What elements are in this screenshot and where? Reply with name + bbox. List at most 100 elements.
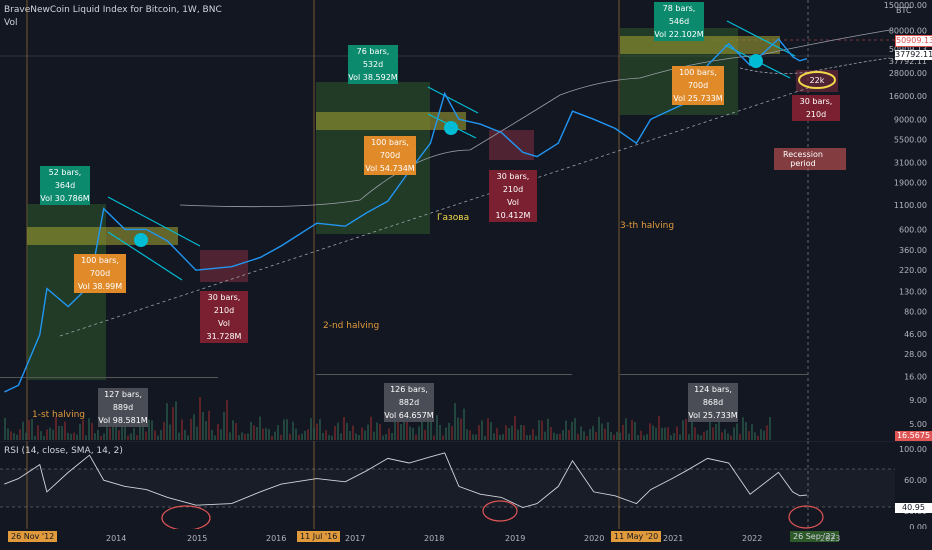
volume-bar <box>118 430 120 440</box>
volume-bar <box>73 432 75 440</box>
volume-bar <box>640 430 642 440</box>
volume-bar <box>364 430 366 440</box>
info-box-12: 124 bars, 868d Vol 25.733M <box>688 383 738 422</box>
info-box-6: 100 bars, 700d Vol 54.734M <box>364 136 416 175</box>
volume-bar <box>259 416 261 440</box>
x-tick-label: 2018 <box>424 534 445 543</box>
volume-bar <box>415 434 417 440</box>
volume-bar <box>346 422 348 440</box>
volume-bar <box>526 435 528 440</box>
volume-bar <box>703 431 705 440</box>
volume-bar <box>694 427 696 440</box>
volume-bar <box>592 425 594 440</box>
x-tick-label: 11 May '20 <box>611 531 662 542</box>
volume-bar <box>700 435 702 440</box>
volume-bar <box>277 425 279 440</box>
volume-bar <box>646 434 648 440</box>
volume-bar <box>442 435 444 440</box>
info-box-7: 30 bars, 210d Vol 10.412M <box>489 170 537 222</box>
volume-bar <box>133 427 135 440</box>
volume-bar <box>385 434 387 440</box>
volume-bar <box>232 420 234 440</box>
y-tick-label: 5.00 <box>909 420 927 429</box>
info-box-9: 78 bars, 546d Vol 22.102M <box>654 2 704 41</box>
price-tag-b: 37792.11 <box>895 50 932 60</box>
volume-bar <box>361 427 363 440</box>
volume-bar <box>226 400 228 440</box>
volume-bar <box>604 428 606 440</box>
info-box-4: 127 bars, 889d Vol 98.581M <box>98 388 148 427</box>
y-tick-label: 130.00 <box>899 288 927 297</box>
volume-bar <box>289 433 291 440</box>
volume-bar <box>10 431 12 440</box>
volume-bar <box>742 417 744 440</box>
volume-bar <box>379 423 381 440</box>
volume-bar <box>280 434 282 440</box>
volume-bar <box>190 418 192 440</box>
x-tick-label: 26 Sep '22 <box>790 531 839 542</box>
volume-bar <box>262 428 264 440</box>
volume-bar <box>511 425 513 440</box>
volume-bar <box>382 435 384 440</box>
volume-bar <box>490 422 492 440</box>
volume-bar <box>760 429 762 440</box>
volume-bar <box>28 419 30 440</box>
volume-bar <box>625 418 627 440</box>
volume-bar <box>496 428 498 440</box>
y-tick-label: 50909.13 <box>889 45 927 54</box>
rsi-tick-label: 60.00 <box>904 476 927 485</box>
rsi-tick-label: 0.00 <box>909 523 927 529</box>
volume-bar <box>124 426 126 440</box>
volume-bar <box>367 424 369 440</box>
volume-bar <box>535 435 537 440</box>
volume-bar <box>229 432 231 440</box>
x-tick-label: 11 Jul '16 <box>297 531 341 542</box>
volume-bar <box>616 431 618 440</box>
volume-bar <box>544 431 546 440</box>
rsi-label: RSI (14, close, SMA, 14, 2) <box>4 446 123 456</box>
y-tick-label: 600.00 <box>899 225 927 234</box>
currency-label: BTC <box>896 6 912 15</box>
volume-bar <box>208 410 210 440</box>
volume-bar <box>400 424 402 440</box>
volume-bar <box>472 434 474 440</box>
chart-title: BraveNewCoin Liquid Index for Bitcoin, 1… <box>4 5 222 15</box>
volume-bar <box>520 425 522 440</box>
volume-bar <box>481 420 483 440</box>
volume-bar <box>169 424 171 440</box>
volume-bar <box>667 427 669 440</box>
volume-bar <box>589 429 591 440</box>
x-tick-label: 2020 <box>584 534 605 543</box>
x-tick-label: 2023 <box>820 534 841 543</box>
volume-bar <box>721 432 723 440</box>
volume-bar <box>538 420 540 440</box>
volume-bar <box>175 401 177 440</box>
volume-bar <box>46 429 48 440</box>
volume-bar <box>217 424 219 440</box>
volume-bar <box>652 425 654 440</box>
volume-bar <box>709 418 711 440</box>
volume-bar <box>715 423 717 440</box>
volume-bar <box>739 433 741 440</box>
y-tick-label: 28.00 <box>904 350 927 359</box>
volume-bar <box>556 433 558 440</box>
volume-bar <box>439 424 441 440</box>
volume-bar <box>4 417 6 440</box>
rsi-circle-3 <box>788 505 824 529</box>
volume-bar <box>298 434 300 440</box>
volume-bar <box>211 429 213 440</box>
volume-bar <box>418 426 420 440</box>
halving-2-label: 2-nd halving <box>323 321 380 331</box>
volume-bar <box>658 416 660 440</box>
volume-bar <box>295 428 297 440</box>
volume-bar <box>550 427 552 440</box>
volume-bar <box>307 429 309 440</box>
volume-bar <box>769 416 771 440</box>
volume-bar <box>586 435 588 440</box>
volume-bar <box>154 430 156 440</box>
volume-bar <box>724 429 726 440</box>
volume-bar <box>676 426 678 440</box>
volume-bar <box>49 427 51 440</box>
rsi-line <box>4 452 807 508</box>
